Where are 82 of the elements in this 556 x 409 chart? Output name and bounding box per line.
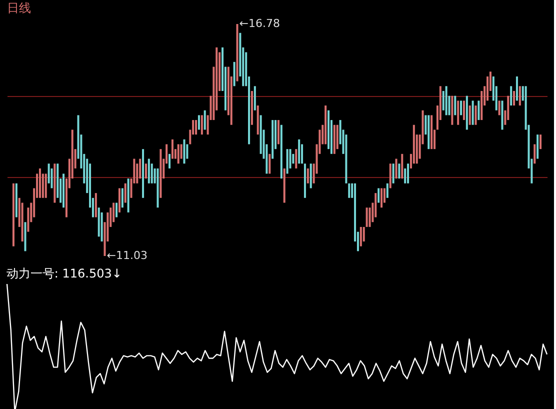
- candlestick: [295, 149, 298, 168]
- candlestick: [160, 149, 162, 198]
- annotation: ←11.03: [106, 249, 148, 262]
- candlestick: [392, 164, 394, 184]
- candlestick: [306, 168, 309, 184]
- candlestick: [460, 100, 462, 116]
- candlestick: [250, 90, 253, 125]
- candlestick: [124, 183, 126, 203]
- candlestick: [310, 164, 312, 188]
- candlestick: [94, 193, 97, 218]
- candlestick: [156, 168, 159, 208]
- candlestick: [478, 100, 480, 120]
- candlestick: [380, 188, 383, 208]
- candlestick: [468, 106, 471, 125]
- candlestick: [12, 183, 14, 246]
- chart-title: 动力一号: 116.503↓: [6, 266, 122, 280]
- candlestick: [395, 158, 398, 179]
- candlestick: [298, 139, 300, 164]
- candlestick: [398, 164, 400, 179]
- candlestick: [428, 115, 430, 150]
- candlestick: [256, 106, 259, 135]
- candlestick: [283, 168, 286, 203]
- candlestick: [254, 86, 256, 110]
- candlestick: [127, 178, 130, 212]
- candlestick: [445, 86, 448, 116]
- candlestick: [474, 106, 477, 125]
- candlestick: [386, 183, 388, 198]
- candlestick: [116, 202, 118, 218]
- candlestick: [200, 115, 203, 135]
- candlestick: [498, 100, 500, 116]
- candlestick: [277, 120, 280, 144]
- candlestick: [348, 183, 350, 198]
- candlestick: [121, 188, 124, 208]
- candlestick: [198, 115, 200, 130]
- candlestick: [142, 149, 144, 198]
- candlestick: [304, 164, 306, 198]
- candlestick: [407, 164, 410, 184]
- candlestick: [389, 164, 392, 188]
- candlestick: [501, 100, 504, 130]
- candlestick: [366, 208, 368, 227]
- chart-title: 日线: [7, 1, 31, 15]
- candlestick: [148, 158, 150, 184]
- candlestick: [286, 149, 288, 174]
- candlestick: [24, 222, 26, 252]
- candlestick: [183, 139, 186, 164]
- candlestick: [118, 188, 120, 212]
- candlestick: [451, 96, 454, 125]
- candlestick: [518, 86, 521, 106]
- candlestick: [466, 96, 468, 130]
- candlestick: [510, 86, 512, 106]
- candlestick: [177, 144, 180, 164]
- candlestick: [268, 154, 271, 174]
- candlestick: [462, 100, 465, 120]
- candlestick: [195, 120, 198, 135]
- candlestick: [457, 100, 460, 125]
- candlestick: [236, 24, 238, 82]
- candlestick: [378, 188, 380, 203]
- candlestick: [272, 120, 274, 159]
- candlestick: [401, 154, 404, 179]
- candlestick: [454, 96, 456, 116]
- candlestick: [472, 100, 474, 125]
- annotation: ←16.78: [239, 17, 280, 30]
- candlestick: [536, 134, 539, 159]
- candlestick: [204, 110, 206, 130]
- candlestick: [534, 144, 536, 164]
- candlestick: [430, 115, 433, 150]
- candlestick: [144, 164, 147, 179]
- candlestick: [15, 183, 18, 218]
- candlestick: [513, 90, 516, 106]
- candlestick: [38, 168, 41, 198]
- candlestick: [168, 154, 171, 168]
- candlestick: [360, 226, 362, 246]
- candlestick: [62, 174, 65, 208]
- candlestick: [233, 62, 236, 86]
- candlestick: [333, 124, 336, 154]
- candlestick: [171, 139, 174, 159]
- candlestick: [516, 76, 518, 101]
- candlestick: [44, 174, 47, 198]
- candlestick: [280, 124, 282, 179]
- candlestick: [324, 106, 327, 144]
- candlestick: [54, 164, 56, 203]
- candlestick: [540, 134, 542, 150]
